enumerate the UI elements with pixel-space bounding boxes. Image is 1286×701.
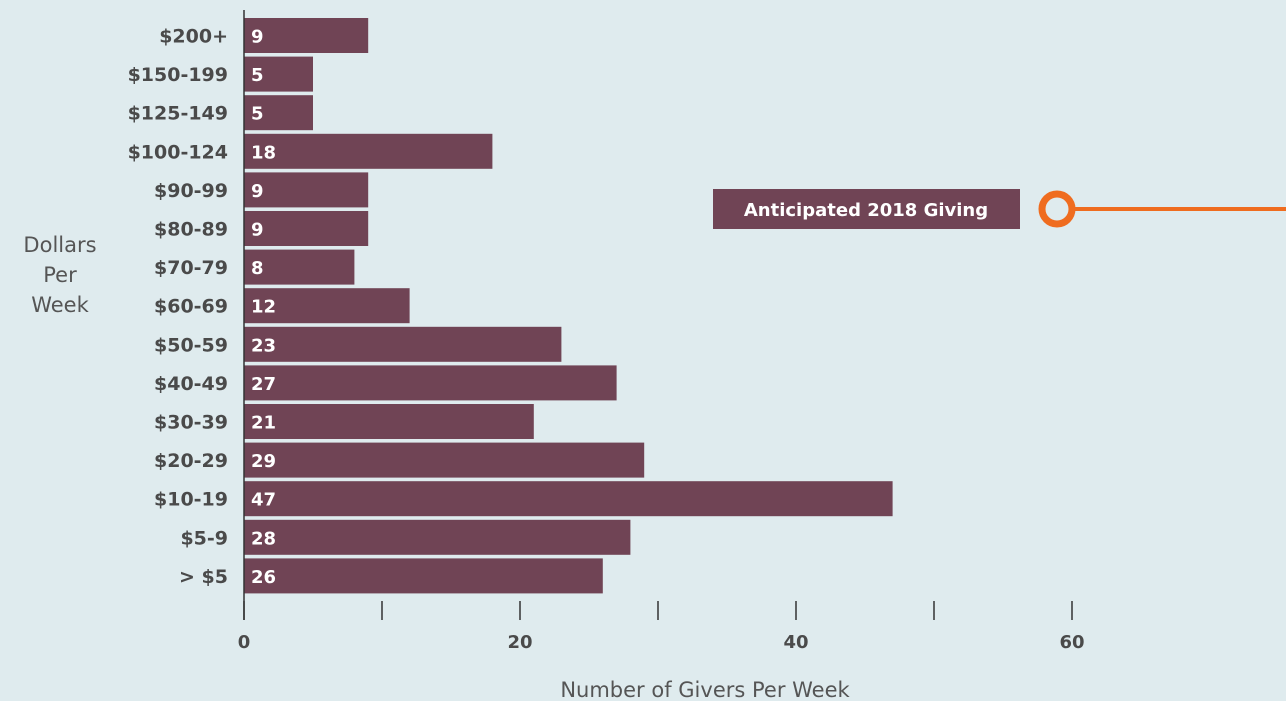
bar xyxy=(244,404,534,439)
bar-value-label: 27 xyxy=(251,374,276,395)
bar xyxy=(244,249,355,285)
bar-value-label: 5 xyxy=(251,65,264,86)
bar xyxy=(244,172,369,208)
bar xyxy=(244,326,562,362)
bar xyxy=(244,18,369,53)
bar xyxy=(244,95,313,131)
category-label: $50-59 xyxy=(154,334,228,356)
bar xyxy=(244,481,893,517)
bars: 9 $200+ 5 $150-199 5 $125-149 18 $100-124 9 $90-9… xyxy=(128,18,893,594)
bar-value-label: 9 xyxy=(251,181,264,202)
category-label: $60-69 xyxy=(154,296,228,318)
category-label: $80-89 xyxy=(154,219,228,241)
bar-value-label: 28 xyxy=(251,528,276,549)
bar xyxy=(244,365,617,401)
legend-marker-circle-icon xyxy=(1038,190,1076,228)
bar xyxy=(244,133,493,169)
category-label: $5-9 xyxy=(180,527,228,549)
category-label: $100-124 xyxy=(128,141,228,163)
x-axis-title: Number of Givers Per Week xyxy=(560,678,850,701)
bar-value-label: 21 xyxy=(251,413,276,434)
x-axis: 0 20 40 60 xyxy=(238,10,1085,653)
bar-value-label: 8 xyxy=(251,258,264,279)
bar xyxy=(244,211,369,246)
category-label: $70-79 xyxy=(154,257,228,279)
category-label: > $5 xyxy=(179,566,228,588)
legend-swatch xyxy=(713,189,1020,229)
category-label: $30-39 xyxy=(154,412,228,434)
x-tick-label: 20 xyxy=(507,632,532,653)
bar xyxy=(244,56,313,92)
category-label: $10-19 xyxy=(154,489,228,511)
y-axis-title-line-1: Dollars xyxy=(23,233,96,257)
category-label: $40-49 xyxy=(154,373,228,395)
bar-value-label: 9 xyxy=(251,220,264,241)
x-tick-label: 0 xyxy=(238,632,251,653)
bar-value-label: 12 xyxy=(251,297,276,318)
bar xyxy=(244,288,410,324)
bar-value-label: 47 xyxy=(251,490,276,511)
bar-value-label: 26 xyxy=(251,567,276,588)
category-label: $150-199 xyxy=(128,64,228,86)
y-axis-title-line-3: Week xyxy=(31,293,89,317)
x-tick-label: 40 xyxy=(783,632,808,653)
bar-value-label: 29 xyxy=(251,451,276,472)
bar-value-label: 23 xyxy=(251,335,276,356)
y-axis-title-line-2: Per xyxy=(43,263,77,287)
legend: Anticipated 2018 Giving xyxy=(713,189,1286,229)
bar xyxy=(244,519,631,555)
bar-value-label: 18 xyxy=(251,142,276,163)
bar-value-label: 9 xyxy=(251,27,264,48)
category-label: $125-149 xyxy=(128,103,228,125)
x-tick-label: 60 xyxy=(1059,632,1084,653)
legend-label: Anticipated 2018 Giving xyxy=(744,200,988,221)
bar xyxy=(244,558,603,594)
bar-value-label: 5 xyxy=(251,104,264,125)
category-label: $90-99 xyxy=(154,180,228,202)
category-label: $20-29 xyxy=(154,450,228,472)
bar xyxy=(244,442,645,478)
category-label: $200+ xyxy=(159,26,228,48)
